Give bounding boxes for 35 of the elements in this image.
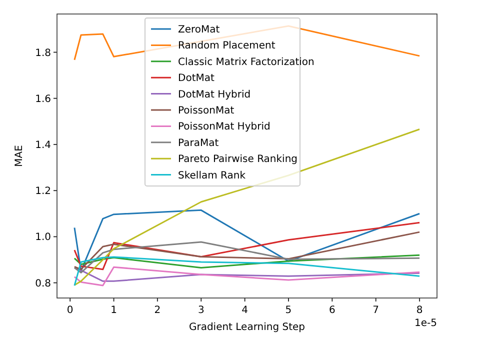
line-series — [74, 241, 420, 274]
text: 1e-5 — [414, 318, 437, 329]
line-series — [74, 256, 420, 286]
y-axis-title: MAE — [14, 145, 25, 167]
y-tick-label: 1.4 — [35, 140, 51, 151]
legend-label: Classic Matrix Factorization — [178, 56, 314, 68]
legend-label: DotMat — [178, 73, 214, 84]
x-tick-label: 1 — [110, 305, 117, 316]
x-tick-label: 7 — [372, 305, 380, 316]
x-tick-label: 2 — [154, 305, 161, 316]
legend-label: PoissonMat Hybrid — [178, 122, 270, 133]
x-tick-label: 6 — [328, 305, 336, 316]
x-tick-label: 3 — [198, 305, 204, 316]
line-series — [74, 231, 420, 270]
x-axis-title: Gradient Learning Step — [188, 322, 306, 333]
x-tick-label: 8 — [416, 305, 423, 316]
legend-label: ParaMat — [178, 138, 219, 149]
y-tick-label: 1.6 — [35, 94, 51, 105]
legend-label: DotMat Hybrid — [178, 89, 251, 100]
legend-label: Random Placement — [178, 40, 276, 52]
line-series — [74, 254, 420, 269]
legend-label: Pareto Pairwise Ranking — [178, 154, 298, 166]
x-tick-label: 0 — [66, 305, 74, 316]
y-tick-label: 1.0 — [35, 232, 51, 244]
legend-label: PoissonMat — [178, 106, 234, 116]
line-series — [74, 209, 420, 272]
line-series — [74, 222, 420, 270]
x-tick-label: 4 — [242, 305, 248, 316]
y-tick-label: 1.8 — [35, 48, 51, 59]
y-tick-label: 0.8 — [35, 278, 51, 290]
legend-label: ZeroMat — [178, 24, 220, 36]
legend-label: Skellam Rank — [178, 170, 246, 182]
line-series — [74, 266, 420, 286]
y-tick-label: 1.2 — [35, 186, 51, 198]
x-tick-label: 5 — [285, 305, 292, 316]
